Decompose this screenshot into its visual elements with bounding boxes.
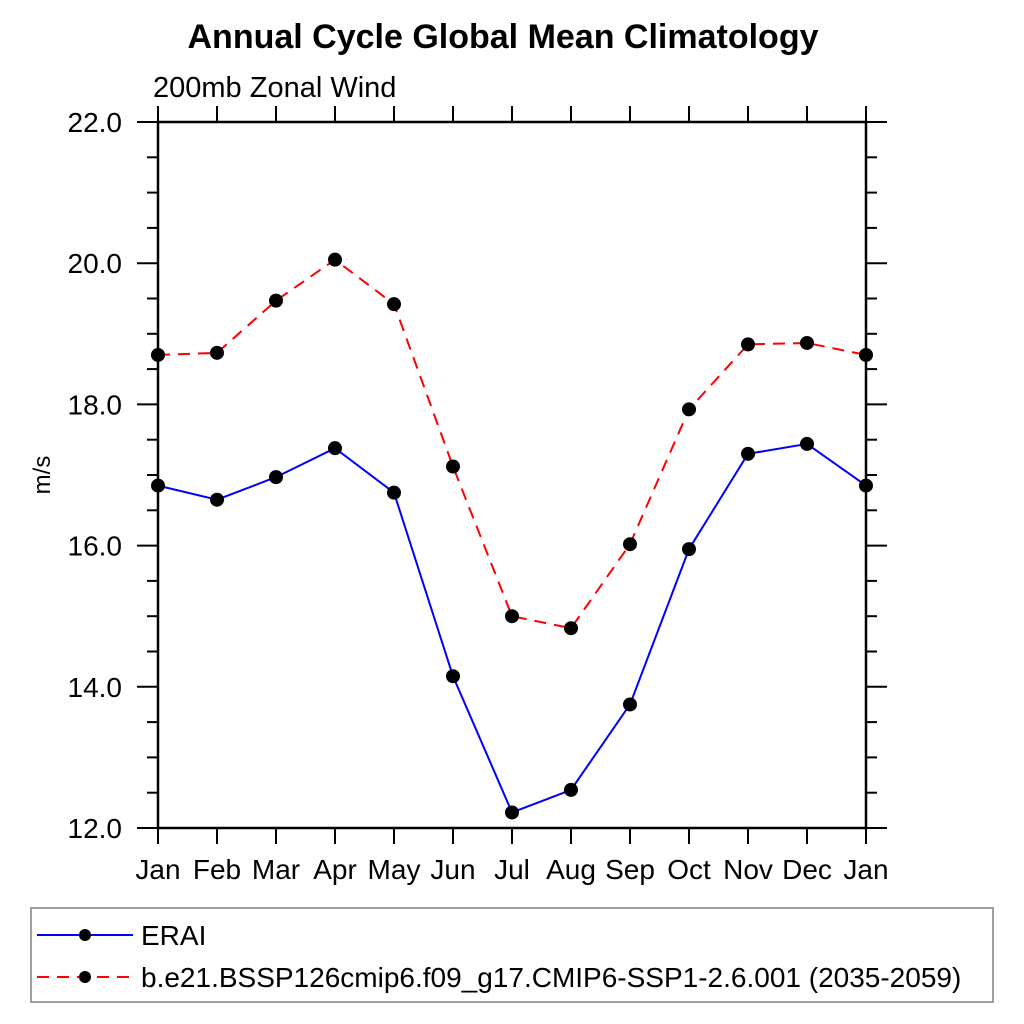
data-point-marker (623, 697, 637, 712)
y-tick-label: 14.0 (68, 672, 123, 703)
x-tick-label: Jun (430, 854, 475, 885)
x-tick-label: Oct (667, 854, 711, 885)
x-tick-label: Sep (605, 854, 655, 885)
data-point-marker (800, 436, 814, 451)
y-tick-label: 22.0 (68, 107, 123, 138)
x-tick-label: Apr (313, 854, 357, 885)
data-point-marker (269, 470, 283, 485)
legend-label: b.e21.BSSP126cmip6.f09_g17.CMIP6-SSP1-2.… (141, 962, 961, 993)
data-point-marker (328, 252, 342, 267)
data-point-marker (682, 402, 696, 417)
chart-subtitle: 200mb Zonal Wind (153, 72, 396, 104)
data-point-marker (505, 609, 519, 624)
y-tick-label: 12.0 (68, 813, 123, 844)
data-point-marker (800, 335, 814, 350)
x-tick-label: Jan (843, 854, 888, 885)
data-point-marker (741, 446, 755, 461)
legend-box (30, 907, 994, 1003)
series-line-1 (157, 258, 867, 630)
data-point-marker (564, 621, 578, 636)
data-point-marker (210, 492, 224, 507)
legend: ERAI b.e21.BSSP126cmip6.f09_g17.CMIP6-SSP… (37, 920, 961, 993)
legend-label: ERAI (141, 920, 206, 951)
x-tick-label: Feb (193, 854, 241, 885)
x-tick-label: Dec (782, 854, 832, 885)
data-point-marker (210, 345, 224, 360)
x-tick-label: Aug (546, 854, 596, 885)
chart-title: Annual Cycle Global Mean Climatology (188, 18, 819, 56)
x-tick-label: Jan (135, 854, 180, 885)
plot-area: Jan Feb Mar Apr May Jun Jul Aug Sep Oct Nov Dec Jan 1… (68, 106, 889, 885)
data-point-marker (387, 297, 401, 312)
data-point-marker (564, 782, 578, 797)
x-tick-label: Jul (494, 854, 530, 885)
y-axis-label: m/s (29, 456, 56, 495)
legend-marker (79, 971, 91, 983)
x-tick-label: Mar (252, 854, 300, 885)
y-tick-label: 20.0 (68, 248, 123, 279)
y-tick-label: 18.0 (68, 389, 123, 420)
data-point-marker (505, 805, 519, 820)
x-tick-label: May (368, 854, 421, 885)
data-point-marker (682, 542, 696, 557)
series-line-0 (157, 442, 867, 814)
legend-marker (79, 929, 91, 941)
data-point-marker (387, 485, 401, 500)
data-point-marker (446, 669, 460, 684)
y-tick-label: 16.0 (68, 531, 123, 562)
plot-frame (156, 120, 868, 830)
data-point-marker (328, 441, 342, 456)
x-tick-label: Nov (723, 854, 773, 885)
data-point-marker (741, 337, 755, 352)
data-point-marker (623, 537, 637, 552)
data-point-marker (446, 459, 460, 474)
data-point-marker (269, 293, 283, 308)
